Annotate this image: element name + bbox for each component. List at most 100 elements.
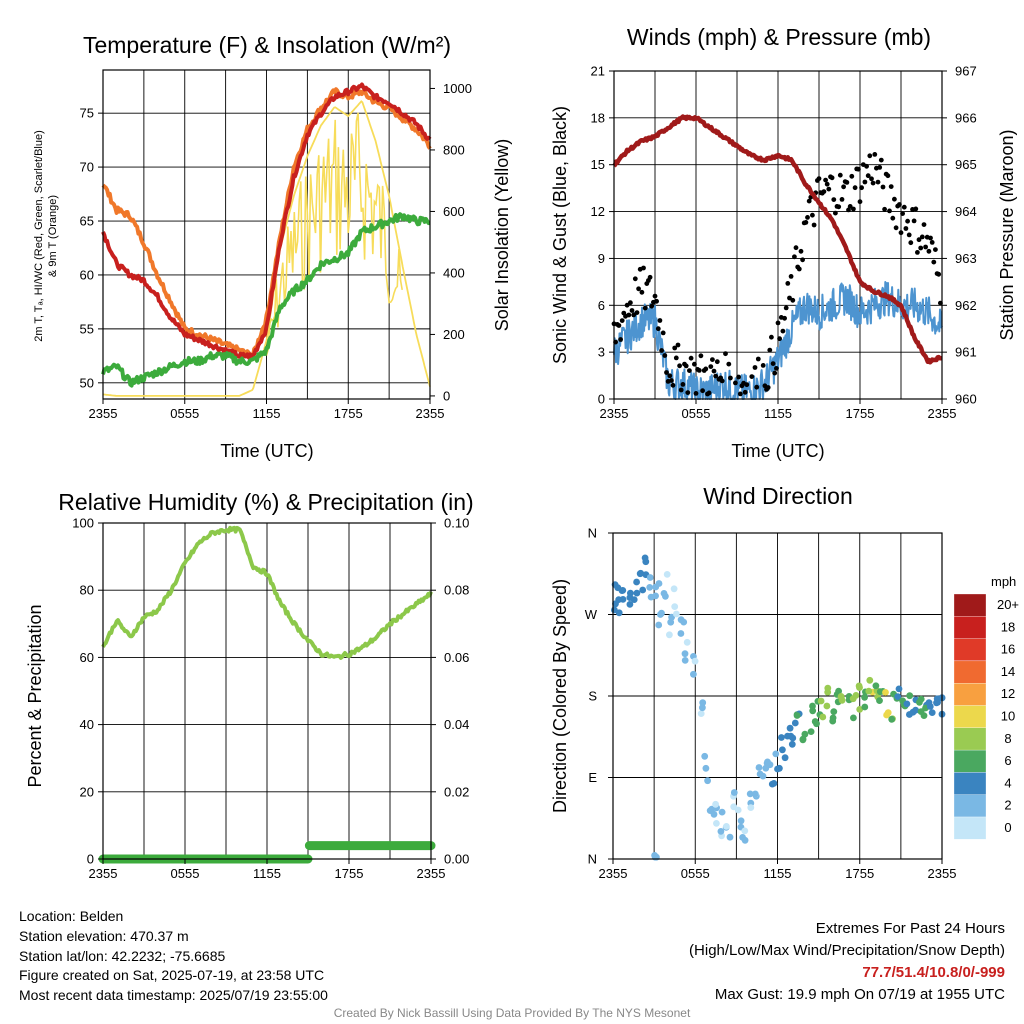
gust-point <box>744 382 750 388</box>
left-tick-label: 40 <box>80 717 94 732</box>
legend-label: 14 <box>1001 664 1015 679</box>
wind-direction-point <box>781 754 789 762</box>
gust-point <box>856 166 861 172</box>
wind-frame <box>613 70 943 400</box>
gust-point <box>867 153 873 159</box>
gust-point <box>929 240 935 245</box>
wind-ylabel: Sonic Wind & Gust (Blue, Black) <box>550 106 570 364</box>
gust-point <box>673 355 679 361</box>
right-tick-label: 600 <box>443 204 465 219</box>
wind-direction-point <box>683 638 691 646</box>
wind-direction-point <box>702 764 710 772</box>
temperature-frame <box>102 69 431 400</box>
x-tick-label: 2355 <box>600 406 629 421</box>
wind-direction-point <box>657 611 664 618</box>
extremes-values: 77.7/51.4/10.8/0/-999 <box>862 964 1005 981</box>
wind-direction-point <box>855 682 863 690</box>
right-tick-label: 964 <box>955 204 977 219</box>
legend-label: 8 <box>1004 731 1011 746</box>
wind-direction-point <box>751 790 759 798</box>
gust-point <box>710 357 715 362</box>
x-tick-label: 1755 <box>334 406 363 421</box>
gust-point <box>667 373 673 379</box>
gust-point <box>754 384 760 390</box>
gust-point <box>628 300 633 306</box>
gust-point <box>905 218 910 224</box>
temperature-title: Temperature (F) & Insolation (W/m²) <box>83 32 451 58</box>
wind-direction-point <box>861 693 868 701</box>
x-tick-label: 1155 <box>253 406 281 421</box>
gust-point <box>836 204 842 210</box>
humidity-panel: Relative Humidity (%) & Precipitation (i… <box>25 489 474 881</box>
gust-point <box>901 204 907 210</box>
wind-direction-point <box>671 603 679 610</box>
left-tick-label: 0 <box>87 852 94 867</box>
wind-direction-point <box>619 596 627 603</box>
gust-point <box>636 286 641 292</box>
right-tick-label: 0.02 <box>444 784 469 799</box>
wind-direction-point <box>856 706 864 713</box>
legend-label: 10 <box>1001 709 1015 724</box>
gust-point <box>911 218 917 224</box>
wind-direction-point <box>779 746 786 754</box>
gust-point <box>936 271 942 277</box>
x-tick-label: 1755 <box>846 406 875 421</box>
gust-point <box>831 197 837 203</box>
legend-swatch <box>953 593 987 617</box>
speed-legend: mph 20+ 18 16 14 12 10 8 6 4 2 0 <box>953 574 1019 840</box>
left-tick-label: 18 <box>591 110 605 125</box>
wind-direction-point <box>778 734 785 741</box>
wind-direction-point <box>747 804 755 811</box>
wind-direction-point <box>668 613 675 621</box>
wind-direction-point <box>646 574 654 581</box>
right-tick-label: 0.10 <box>444 516 469 531</box>
wind-direction-point <box>772 750 780 758</box>
legend-label: 6 <box>1004 753 1011 768</box>
x-tick-label: 0555 <box>682 406 711 421</box>
temperature-ylabel-line2: & 9m T (Orange) <box>47 195 59 277</box>
gust-point <box>706 390 712 396</box>
direction-frame <box>612 532 943 860</box>
gust-point <box>805 215 810 220</box>
gust-point <box>672 345 678 351</box>
gust-point <box>798 248 804 254</box>
wind-direction-point <box>835 687 842 695</box>
gust-point <box>723 351 728 357</box>
legend-swatch <box>953 794 987 818</box>
direction-tick-label: E <box>588 770 597 785</box>
gust-point <box>777 336 782 342</box>
right-tick-label: 1000 <box>443 81 472 96</box>
latlon-text: Station lat/lon: 42.2232; -75.6685 <box>19 947 226 964</box>
x-tick-label: 2355 <box>928 866 957 881</box>
gust-point <box>888 184 894 190</box>
wind-direction-point <box>906 692 914 700</box>
gust-point <box>933 247 938 253</box>
wind-direction-point <box>677 616 685 624</box>
gust-point <box>652 293 658 299</box>
wind-panel: Winds (mph) & Pressure (mb) Sonic Wind &… <box>550 24 1017 461</box>
legend-swatch <box>953 816 987 840</box>
gust-point <box>864 163 869 169</box>
gust-point <box>647 274 653 280</box>
gust-point <box>900 211 905 217</box>
gust-point <box>790 297 796 303</box>
legend-swatch <box>953 683 987 706</box>
wind-direction-point <box>739 834 746 841</box>
wind-direction-point <box>883 711 890 719</box>
left-tick-label: 75 <box>80 106 94 121</box>
gust-point <box>767 347 773 353</box>
gust-point <box>915 250 920 255</box>
temperature-ticks: 50 55 60 65 70 75 0 200 400 600 800 1000 2355 0555 115… <box>80 81 472 421</box>
x-tick-label: 1755 <box>335 866 364 881</box>
gust-point <box>693 391 699 396</box>
legend-swatch <box>953 705 987 728</box>
wind-direction-point <box>730 789 738 796</box>
gust-point <box>685 390 691 395</box>
gust-point <box>782 315 787 321</box>
wind-direction-point <box>636 570 644 578</box>
gust-point <box>703 366 709 372</box>
wind-direction-point <box>746 790 754 798</box>
wind-direction-point <box>627 589 634 597</box>
gust-point <box>752 365 758 370</box>
gust-point <box>821 189 827 195</box>
